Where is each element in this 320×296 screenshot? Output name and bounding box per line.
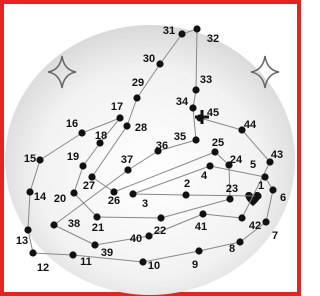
dot-number: 45	[207, 107, 219, 119]
dot-number: 25	[212, 137, 224, 149]
dot-number: 43	[271, 149, 283, 161]
dot-number: 32	[207, 33, 219, 45]
dot-number: 28	[135, 122, 147, 134]
dot-number: 41	[195, 221, 207, 233]
dot-number: 23	[226, 183, 238, 195]
dot	[79, 162, 86, 169]
dot-number: 2	[184, 178, 190, 190]
dot-number: 39	[101, 247, 113, 259]
dot	[206, 162, 213, 169]
dot	[199, 210, 206, 217]
dot	[196, 114, 203, 121]
dot	[226, 195, 233, 202]
dot-number: 35	[174, 131, 186, 143]
dot	[193, 25, 200, 32]
dot	[36, 156, 43, 163]
dot	[69, 251, 76, 258]
dot	[238, 214, 245, 221]
dot-number: 7	[272, 230, 278, 242]
dot	[178, 30, 185, 37]
dot	[145, 232, 152, 239]
dot	[269, 186, 276, 193]
dot-number: 40	[130, 233, 142, 245]
dot	[124, 166, 131, 173]
dot	[50, 221, 57, 228]
dot-number: 11	[80, 256, 92, 268]
dot-number: 6	[280, 192, 286, 204]
dot	[70, 189, 77, 196]
dot	[192, 136, 199, 143]
dot-number: 27	[83, 180, 95, 192]
dot-number: 21	[92, 222, 104, 234]
dot-number: 4	[201, 170, 208, 182]
dot-number: 44	[244, 119, 257, 131]
dot	[26, 188, 33, 195]
dot-number: 29	[132, 77, 144, 89]
dot	[156, 60, 163, 67]
dot-number: 33	[200, 74, 212, 86]
dot	[91, 241, 98, 248]
dot-number: 31	[163, 25, 175, 37]
dot-number: 42	[249, 220, 261, 232]
dot	[93, 213, 100, 220]
dot	[236, 238, 243, 245]
dot-number: 18	[95, 130, 107, 142]
dot-number: 5	[250, 159, 256, 171]
dot	[133, 94, 140, 101]
dot-number: 26	[108, 195, 120, 207]
dot	[192, 86, 199, 93]
dot-number: 10	[148, 260, 160, 272]
dot-number: 8	[229, 243, 235, 255]
dot-number: 1	[258, 180, 264, 192]
dot	[123, 122, 130, 129]
dot-number: 34	[176, 96, 189, 108]
dot	[182, 191, 189, 198]
dot	[129, 190, 136, 197]
dot-number: 20	[54, 193, 66, 205]
dot-number: 17	[111, 101, 123, 113]
dot-number: 37	[121, 154, 133, 166]
dot	[157, 214, 164, 221]
dot	[24, 226, 31, 233]
dot	[262, 218, 269, 225]
dot	[254, 192, 261, 199]
dot-number: 38	[68, 218, 80, 230]
dot	[139, 258, 146, 265]
dot-number: 3	[142, 198, 148, 210]
dot	[189, 104, 196, 111]
dot	[78, 129, 85, 136]
dot-number: 16	[66, 118, 78, 130]
dot	[261, 173, 268, 180]
dot-number: 12	[37, 262, 49, 274]
dot-number: 24	[230, 154, 243, 166]
dot-number: 15	[24, 153, 36, 165]
dot-number: 13	[16, 235, 28, 247]
dot-number: 30	[143, 53, 155, 65]
dot	[116, 114, 123, 121]
dot-number: 36	[156, 140, 168, 152]
dot	[211, 148, 218, 155]
dot	[29, 249, 36, 256]
dot-number: 14	[34, 191, 47, 203]
dot-number: 22	[154, 225, 166, 237]
dot-number: 19	[67, 151, 79, 163]
dot	[195, 247, 202, 254]
dot-number: 9	[192, 259, 198, 271]
